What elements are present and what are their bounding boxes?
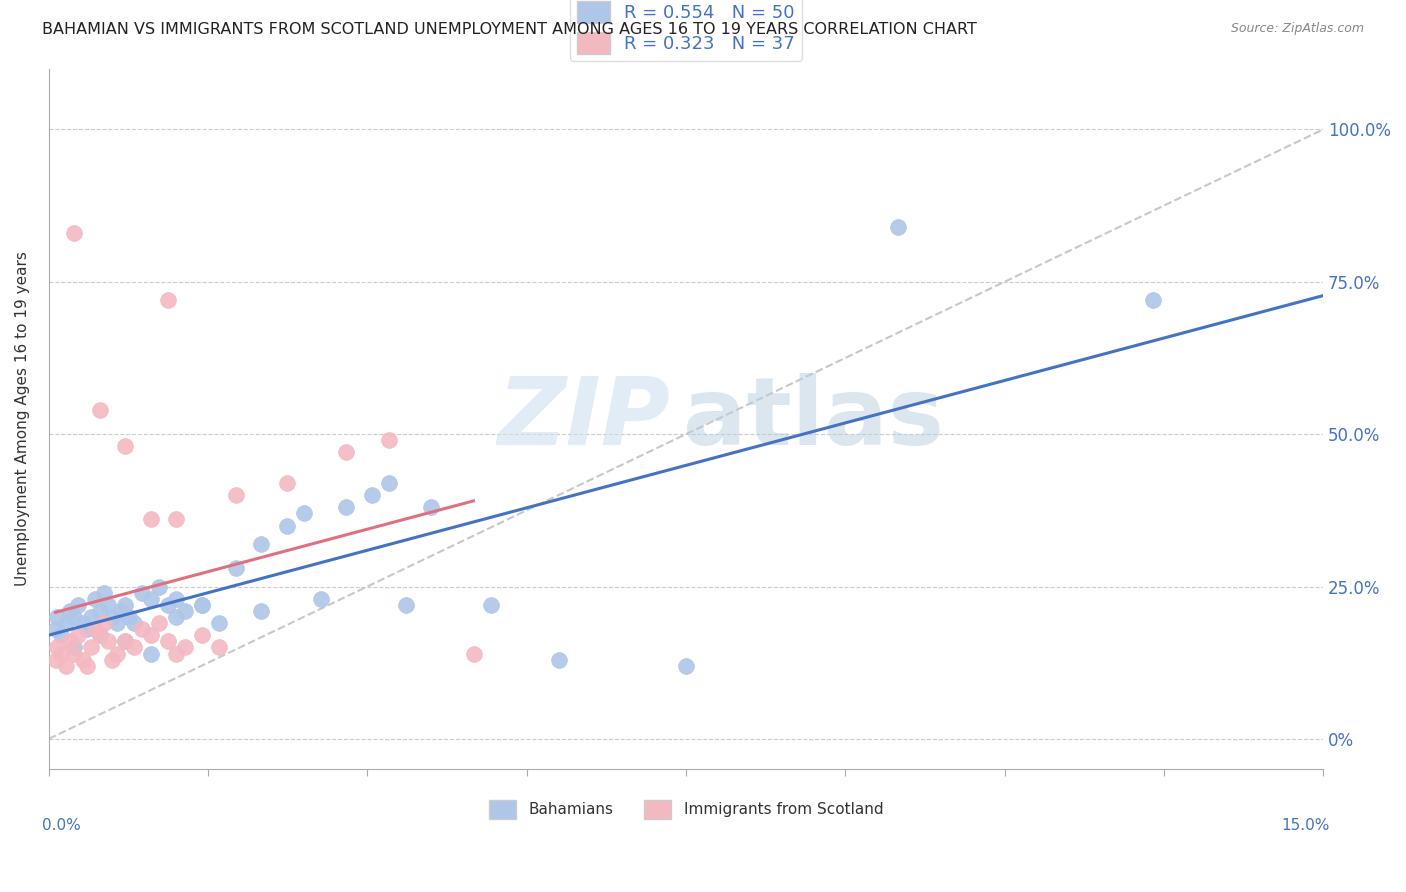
Point xyxy=(93,616,115,631)
Point xyxy=(156,634,179,648)
Point xyxy=(55,658,77,673)
Point xyxy=(225,561,247,575)
Point xyxy=(250,604,273,618)
Point xyxy=(479,598,502,612)
Point xyxy=(89,628,111,642)
Point xyxy=(165,610,187,624)
Point xyxy=(63,647,86,661)
Point xyxy=(360,488,382,502)
Point xyxy=(55,616,77,631)
Point xyxy=(335,445,357,459)
Point xyxy=(156,293,179,307)
Point xyxy=(131,622,153,636)
Point xyxy=(547,652,569,666)
Text: atlas: atlas xyxy=(683,373,943,465)
Point xyxy=(165,512,187,526)
Text: 15.0%: 15.0% xyxy=(1281,818,1330,833)
Legend: Bahamians, Immigrants from Scotland: Bahamians, Immigrants from Scotland xyxy=(482,794,890,825)
Point xyxy=(101,610,124,624)
Point xyxy=(139,591,162,606)
Text: Source: ZipAtlas.com: Source: ZipAtlas.com xyxy=(1230,22,1364,36)
Point xyxy=(173,604,195,618)
Point xyxy=(63,226,86,240)
Point xyxy=(76,622,98,636)
Point xyxy=(139,628,162,642)
Point xyxy=(292,507,315,521)
Point xyxy=(276,518,298,533)
Point xyxy=(84,622,107,636)
Point xyxy=(97,598,120,612)
Point xyxy=(1142,293,1164,307)
Text: 0.0%: 0.0% xyxy=(42,818,82,833)
Point xyxy=(63,610,86,624)
Point xyxy=(131,585,153,599)
Point xyxy=(377,434,399,448)
Point xyxy=(394,598,416,612)
Point xyxy=(309,591,332,606)
Y-axis label: Unemployment Among Ages 16 to 19 years: Unemployment Among Ages 16 to 19 years xyxy=(15,252,30,586)
Point xyxy=(114,634,136,648)
Point xyxy=(114,439,136,453)
Text: ZIP: ZIP xyxy=(498,373,671,465)
Point xyxy=(165,647,187,661)
Point xyxy=(51,628,73,642)
Point xyxy=(118,610,141,624)
Point xyxy=(80,640,103,655)
Point xyxy=(250,537,273,551)
Point xyxy=(208,616,231,631)
Point xyxy=(76,658,98,673)
Point xyxy=(59,604,82,618)
Point xyxy=(887,219,910,234)
Point xyxy=(51,647,73,661)
Point xyxy=(190,598,212,612)
Point xyxy=(190,628,212,642)
Point xyxy=(139,647,162,661)
Point xyxy=(67,628,90,642)
Point xyxy=(156,598,179,612)
Point xyxy=(72,652,94,666)
Point xyxy=(110,604,132,618)
Point xyxy=(225,488,247,502)
Point xyxy=(80,610,103,624)
Point xyxy=(675,658,697,673)
Point xyxy=(89,628,111,642)
Point xyxy=(46,640,69,655)
Text: BAHAMIAN VS IMMIGRANTS FROM SCOTLAND UNEMPLOYMENT AMONG AGES 16 TO 19 YEARS CORR: BAHAMIAN VS IMMIGRANTS FROM SCOTLAND UNE… xyxy=(42,22,977,37)
Point xyxy=(59,634,82,648)
Point xyxy=(173,640,195,655)
Point xyxy=(63,640,86,655)
Point xyxy=(72,616,94,631)
Point xyxy=(208,640,231,655)
Point xyxy=(114,634,136,648)
Point xyxy=(276,475,298,490)
Point xyxy=(190,598,212,612)
Point xyxy=(45,652,67,666)
Point xyxy=(89,402,111,417)
Point xyxy=(84,591,107,606)
Point xyxy=(105,616,128,631)
Point xyxy=(46,610,69,624)
Point xyxy=(122,616,145,631)
Point xyxy=(165,591,187,606)
Point xyxy=(67,598,90,612)
Point xyxy=(463,647,485,661)
Point xyxy=(122,640,145,655)
Point xyxy=(148,616,170,631)
Point xyxy=(101,652,124,666)
Point xyxy=(97,634,120,648)
Point xyxy=(420,500,443,515)
Point xyxy=(335,500,357,515)
Point xyxy=(377,475,399,490)
Point xyxy=(114,598,136,612)
Point xyxy=(105,647,128,661)
Point xyxy=(139,512,162,526)
Point xyxy=(93,585,115,599)
Point xyxy=(89,604,111,618)
Point xyxy=(45,622,67,636)
Point xyxy=(148,580,170,594)
